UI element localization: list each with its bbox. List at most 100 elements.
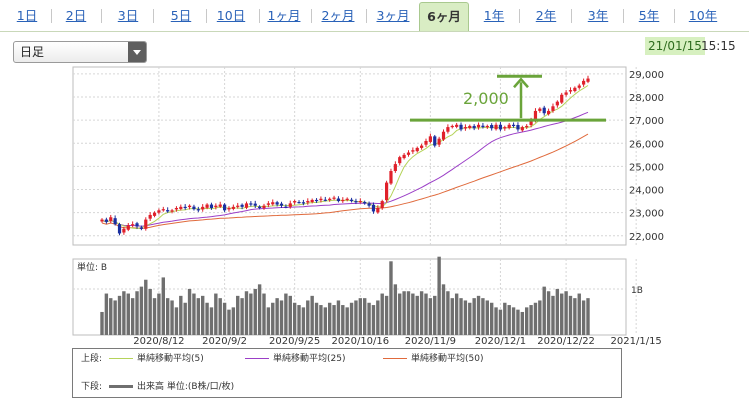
- tab-period-12[interactable]: 5年: [638, 8, 660, 23]
- candle-body: [450, 125, 454, 128]
- candle-body: [262, 205, 266, 209]
- last-update-time: 15:15: [701, 39, 736, 53]
- tab-period-5[interactable]: 1ヶ月: [267, 8, 301, 23]
- candle-body: [411, 150, 415, 152]
- candle-body: [577, 85, 581, 88]
- candle-body: [376, 208, 380, 213]
- candle-body: [336, 198, 341, 202]
- tab-period-6[interactable]: 2ヶ月: [321, 8, 355, 23]
- tab-separator: [101, 9, 102, 23]
- tab-period-8[interactable]: 6ヶ月: [419, 2, 469, 32]
- chevron-down-icon[interactable]: [128, 42, 146, 62]
- candle-body: [511, 124, 516, 126]
- candle-body: [126, 225, 130, 230]
- candle-body: [297, 202, 301, 204]
- legend-lower-row: 下段: 出来高 単位:(B株/口/枚): [81, 381, 611, 393]
- tab-period-2[interactable]: 3日: [117, 8, 139, 23]
- tab-separator: [519, 9, 520, 23]
- volume-bar: [511, 307, 516, 335]
- moving-average-lines: [101, 85, 589, 230]
- tab-period-0[interactable]: 1日: [16, 8, 38, 23]
- tab-period-10[interactable]: 2年: [535, 8, 557, 23]
- volume-bar: [489, 302, 494, 335]
- candle-body: [555, 101, 559, 106]
- candle-body: [582, 80, 586, 85]
- price-tick-label: 29,000: [629, 70, 664, 81]
- candle-body: [122, 228, 126, 233]
- volume-bar: [560, 293, 564, 335]
- volume-bar: [323, 307, 327, 335]
- candle-body: [275, 202, 279, 205]
- tab-period-7[interactable]: 3ヶ月: [376, 8, 410, 23]
- tab-separator: [623, 9, 624, 23]
- candle-body: [192, 206, 196, 210]
- candle-body: [293, 201, 297, 203]
- volume-bar: [341, 305, 345, 335]
- candle-body: [161, 209, 165, 211]
- volume-bar: [144, 279, 148, 335]
- candle-body: [166, 210, 170, 212]
- candle-body: [266, 203, 270, 205]
- price-tick-label: 25,000: [629, 162, 664, 173]
- candle-body: [393, 164, 397, 172]
- candle-body: [463, 127, 468, 129]
- x-tick-label: 2020/9/25: [269, 336, 320, 347]
- candle-body: [332, 197, 336, 199]
- candle-body: [187, 205, 192, 208]
- volume-bar: [546, 291, 551, 335]
- volume-bar: [266, 307, 271, 335]
- volume-bar: [424, 293, 428, 335]
- candle-body: [441, 131, 446, 140]
- volume-bar: [157, 293, 161, 335]
- volume-bar: [437, 256, 441, 335]
- volume-bar: [100, 311, 104, 335]
- volume-bar: [332, 305, 336, 335]
- volume-bar: [564, 291, 568, 335]
- volume-bar: [209, 307, 214, 335]
- last-update-date: 21/01/15: [645, 37, 705, 55]
- volume-bar: [498, 309, 503, 335]
- volume-bar: [481, 298, 485, 335]
- candle-body: [389, 171, 393, 184]
- candle-body: [236, 205, 240, 207]
- tab-separator: [206, 9, 207, 23]
- volume-bar: [538, 300, 542, 335]
- x-tick-label: 2021/1/15: [611, 336, 662, 347]
- volume-bar: [507, 305, 511, 335]
- candle-body: [139, 227, 144, 229]
- candle-body: [520, 127, 524, 131]
- volume-bar: [573, 298, 577, 335]
- tab-period-9[interactable]: 1年: [483, 8, 505, 23]
- tab-period-1[interactable]: 2日: [65, 8, 87, 23]
- volume-bar: [222, 302, 227, 335]
- candle-body: [503, 127, 507, 129]
- volume-bar: [441, 284, 446, 335]
- volume-bar: [354, 300, 358, 335]
- volume-bar: [126, 293, 130, 335]
- candle-body: [459, 124, 463, 130]
- volume-bar: [297, 305, 301, 335]
- tab-period-13[interactable]: 10年: [688, 8, 718, 23]
- volume-bar: [446, 291, 450, 335]
- volume-bar: [319, 305, 323, 335]
- candle-body: [227, 208, 231, 210]
- volume-bar: [586, 298, 590, 335]
- ma50-line: [101, 133, 589, 230]
- tab-period-3[interactable]: 5日: [170, 8, 192, 23]
- volume-bar: [411, 293, 415, 335]
- candle-body: [349, 199, 354, 202]
- candle-body: [533, 110, 538, 122]
- volume-bar: [336, 300, 341, 335]
- volume-bar: [533, 302, 538, 335]
- candle-body: [358, 201, 362, 203]
- tab-period-11[interactable]: 3年: [587, 8, 609, 23]
- candle-body: [363, 202, 367, 204]
- volume-bar: [415, 295, 419, 335]
- volume-bar: [231, 307, 236, 335]
- volume-bar: [393, 284, 398, 335]
- candle-body: [209, 204, 214, 209]
- volume-bar: [130, 298, 135, 335]
- price-y-axis: 29,000 28,000 27,000 26,000 25,000 24,000 23,0…: [629, 70, 664, 243]
- tab-period-4[interactable]: 10日: [216, 8, 246, 23]
- interval-select[interactable]: 日足: [13, 41, 147, 63]
